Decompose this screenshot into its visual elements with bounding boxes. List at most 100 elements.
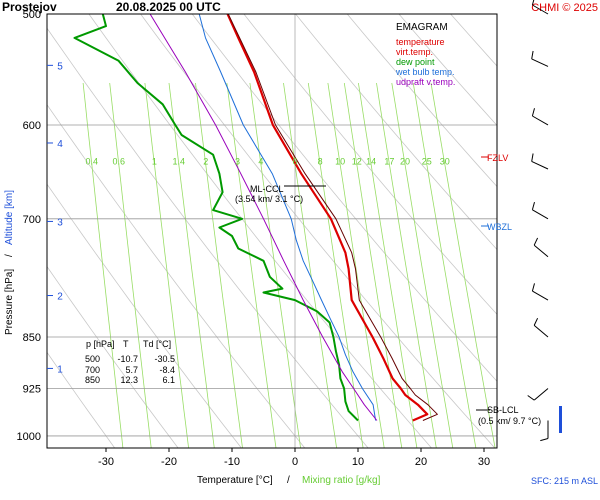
mixing-ratio-label: 6: [292, 156, 297, 166]
mixing-ratio-line: [195, 82, 243, 448]
sb-lcl-value: (0.5 km/ 9.7 °C): [478, 416, 541, 426]
y-axis-title-pres: Pressure [hPa]: [4, 269, 15, 335]
wind-barb-staff: [531, 58, 549, 67]
legend-wet-bulb: wet bulb temp.: [395, 67, 455, 77]
station-title: Prostejov: [2, 0, 57, 14]
mixing-ratio-line: [376, 82, 437, 448]
series-layer: [73, 14, 438, 422]
series-updraft-v-temp: [149, 14, 378, 421]
y-axis-title: Pressure [hPa] / Altitude [km]: [4, 190, 15, 335]
altitude-tick-label: 5: [57, 61, 63, 72]
pressure-tick-label: 500: [23, 9, 41, 21]
table-cell: 6.1: [162, 375, 175, 385]
wind-barb-staff: [532, 4, 549, 15]
wind-barb-flag: [531, 153, 534, 162]
mixing-ratio-line: [226, 82, 277, 448]
mixing-ratio-label: 8: [318, 156, 323, 166]
dry-adiabat: [398, 14, 497, 127]
table-cell: 5.7: [125, 365, 138, 375]
mixing-ratio-label: 20: [400, 156, 410, 166]
dry-adiabat: [47, 183, 242, 448]
table-cell: 700: [85, 365, 100, 375]
series-temperature: [226, 14, 429, 422]
mixing-ratio-line: [430, 82, 496, 448]
wind-barb-flag: [540, 438, 549, 442]
wind-barb-staff: [533, 388, 549, 401]
fzlv-annotation: FZLV: [481, 153, 508, 163]
ml-ccl-title: ML-CCL: [250, 184, 284, 194]
dry-adiabat: [346, 14, 497, 188]
mixing-ratio-line: [109, 82, 152, 448]
y-axis-title-alt: Altitude [km]: [4, 190, 15, 245]
wind-barb-flag: [531, 50, 534, 59]
dry-adiabat: [531, 0, 600, 448]
mixing-ratio-label: 30: [440, 156, 450, 166]
series-wet-bulb-temp: [198, 14, 377, 421]
table-cell: 850: [85, 375, 100, 385]
wind-barb-flag: [531, 0, 535, 6]
pressure-tick-label: 700: [23, 214, 41, 226]
legend-updraft: udpraft v.temp.: [396, 77, 455, 87]
mixing-ratio-label: 25: [422, 156, 432, 166]
wind-barb-flag: [531, 283, 535, 292]
wbzl-label: WBZL: [487, 222, 512, 232]
mixing-ratio-label: 0.6: [113, 156, 126, 166]
table-header-td: Td [°C]: [143, 339, 171, 349]
mixing-ratio-line: [283, 82, 337, 448]
mixing-ratio-line: [391, 82, 454, 448]
wind-speed-bar: [559, 406, 562, 433]
wind-bar-indicator: [559, 406, 562, 433]
fzlv-label: FZLV: [487, 153, 508, 163]
mixing-ratio-line: [307, 82, 364, 448]
legend-temperature: temperature: [396, 37, 445, 47]
datetime-title: 20.08.2025 00 UTC: [116, 0, 221, 14]
surface-elevation-label: SFC: 215 m ASL: [531, 476, 598, 486]
wind-barb-flag: [527, 395, 535, 401]
y-axis-title-sep: /: [4, 254, 15, 257]
wbzl-annotation: WBZL: [481, 222, 512, 232]
mixing-ratio-line: [358, 82, 418, 448]
dry-adiabat: [88, 14, 432, 448]
mixing-ratio-label: 14: [366, 156, 376, 166]
level-data-table: p [hPa] T Td [°C] 500 -10.7 -30.5 700 5.…: [85, 339, 175, 385]
pressure-tick-label: 1000: [17, 431, 41, 443]
dry-adiabat: [47, 27, 369, 448]
mixing-ratio-label: 12: [352, 156, 362, 166]
x-tick-label: -30: [98, 456, 114, 468]
wind-barb-flag: [531, 201, 535, 210]
mixing-ratio-label: 17: [384, 156, 394, 166]
ml-ccl-value: (3.54 km/ 3.1 °C): [235, 194, 303, 204]
table-cell: -8.4: [159, 365, 175, 375]
wind-barb-staff: [532, 115, 549, 126]
dry-adiabat: [140, 14, 496, 448]
wind-barb-staff: [533, 244, 549, 258]
background-lines: [47, 0, 600, 448]
dry-adiabat: [243, 14, 497, 315]
wind-barb-staff: [531, 160, 549, 170]
sb-lcl-title: SB-LCL: [487, 405, 519, 415]
pressure-tick-label: 600: [23, 120, 41, 132]
mixing-ratio-label: 10: [335, 156, 345, 166]
wind-barb-flag: [533, 237, 539, 246]
sb-lcl-annotation: SB-LCL (0.5 km/ 9.7 °C): [476, 405, 541, 426]
mixing-ratio-label: 1.4: [173, 156, 186, 166]
legend-title: EMAGRAM: [396, 22, 448, 33]
x-tick-label: -20: [161, 456, 177, 468]
altitude-tick-label: 4: [57, 139, 63, 150]
mixing-ratio-labels: 0.4 0.6 1 1.4 2 3 4 6 8 10 12 14 17 20 25 30: [86, 156, 450, 166]
mixing-ratio-line: [343, 82, 403, 448]
mixing-ratio-line: [168, 82, 215, 448]
credit-label: CHMI © 2025: [531, 2, 598, 14]
dry-adiabat: [191, 14, 497, 382]
x-tick-label: 30: [478, 456, 490, 468]
mixing-ratio-label: 4: [258, 156, 263, 166]
dry-adiabat: [47, 351, 116, 448]
table-cell: -10.7: [117, 354, 138, 364]
series-virt-temp: [227, 14, 438, 421]
wind-barb-flag: [531, 108, 535, 117]
table-cell: 500: [85, 354, 100, 364]
x-tick-label: 0: [292, 456, 298, 468]
x-axis-title-sep: /: [287, 475, 290, 486]
